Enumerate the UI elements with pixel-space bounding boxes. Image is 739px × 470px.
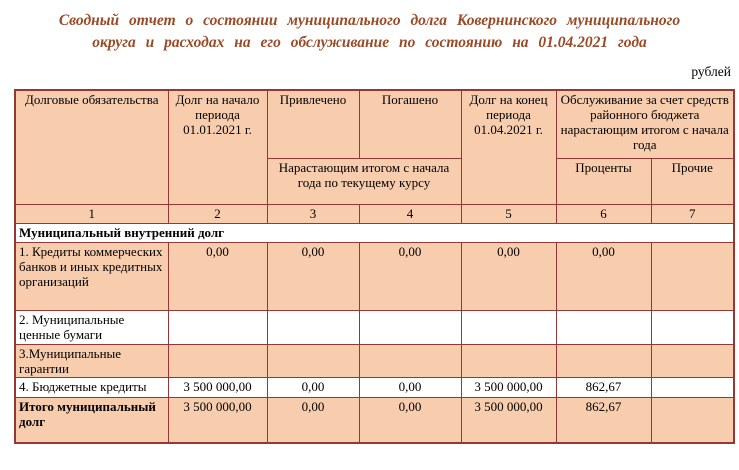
currency-note: рублей: [691, 64, 731, 79]
table-row-credits: 1. Кредиты коммерческих банков и иных кр…: [14, 241, 735, 311]
value-cell: 0,00: [266, 396, 360, 444]
value-cell: [460, 309, 557, 345]
value-cell: 0,00: [358, 376, 462, 398]
header-debt-obligations: Долговые обязательства: [14, 89, 169, 205]
header-debt-end: Долг на конец периода 01.04.2021 г.: [460, 89, 557, 205]
column-numbers-row: 1 2 3 4 5 6 7: [14, 203, 735, 224]
value-cell: [650, 396, 735, 444]
header-row-top: Долговые обязательства Долг на начало пе…: [14, 89, 735, 205]
section-title: Муниципальный внутренний долг: [14, 222, 735, 243]
value-cell: [358, 343, 462, 378]
value-cell: 0,00: [358, 241, 462, 311]
column-number: 2: [167, 203, 268, 224]
column-number: 6: [555, 203, 652, 224]
value-cell: [650, 343, 735, 378]
column-number: 1: [14, 203, 169, 224]
value-cell: [266, 343, 360, 378]
page-title-line-1: Сводный отчет о состоянии муниципального…: [58, 12, 681, 29]
value-cell: [650, 309, 735, 345]
header-repaid: Погашено: [358, 89, 462, 159]
value-cell: 0,00: [266, 241, 360, 311]
header-row-sub: Нарастающим итогом с начала года по теку…: [15, 157, 735, 205]
header-interest: Проценты: [555, 157, 652, 205]
section-row: Муниципальный внутренний долг: [14, 222, 735, 243]
value-cell: 3 500 000,00: [167, 396, 268, 444]
column-number: 7: [650, 203, 735, 224]
table-row-securities: 2. Муниципальные ценные бумаги: [14, 309, 735, 345]
value-cell: 0,00: [266, 376, 360, 398]
row-label: 2. Муниципальные ценные бумаги: [14, 309, 169, 345]
page-title: Сводный отчет о состоянии муниципального…: [18, 10, 721, 54]
page-title-line-2: округа и расходах на его обслуживание по…: [92, 34, 647, 51]
value-cell: [650, 376, 735, 398]
value-cell: 0,00: [358, 396, 462, 444]
value-cell: 0,00: [167, 241, 268, 311]
header-debt-begin: Долг на начало периода 01.01.2021 г.: [167, 89, 268, 205]
header-other: Прочие: [650, 157, 735, 205]
value-cell: [555, 343, 652, 378]
value-cell: [460, 343, 557, 378]
value-cell: 862,67: [555, 396, 652, 444]
value-cell: [358, 309, 462, 345]
value-cell: [555, 309, 652, 345]
value-cell: [266, 309, 360, 345]
value-cell: [167, 343, 268, 378]
row-label: 3.Муниципальные гарантии: [14, 343, 169, 378]
row-label: 4. Бюджетные кредиты: [14, 376, 169, 398]
column-number: 3: [266, 203, 360, 224]
value-cell: 3 500 000,00: [460, 376, 557, 398]
value-cell: 3 500 000,00: [460, 396, 557, 444]
value-cell: 862,67: [555, 376, 652, 398]
value-cell: 3 500 000,00: [167, 376, 268, 398]
row-label: 1. Кредиты коммерческих банков и иных кр…: [14, 241, 169, 311]
row-label: Итого муниципальный долг: [14, 396, 169, 444]
column-number: 4: [358, 203, 462, 224]
header-service: Обслуживание за счет средств районного б…: [555, 89, 735, 159]
table-row-total: Итого муниципальный долг 3 500 000,00 0,…: [14, 396, 735, 444]
value-cell: [650, 241, 735, 311]
header-cumulative-note: Нарастающим итогом с начала года по теку…: [266, 157, 462, 205]
table-row-guarantees: 3.Муниципальные гарантии: [14, 343, 735, 378]
value-cell: 0,00: [555, 241, 652, 311]
column-number: 5: [460, 203, 557, 224]
header-raised: Привлечено: [266, 89, 360, 159]
value-cell: [167, 309, 268, 345]
value-cell: 0,00: [460, 241, 557, 311]
table-row-budget-credits: 4. Бюджетные кредиты 3 500 000,00 0,00 0…: [14, 376, 735, 398]
debt-report-table: Долговые обязательства Долг на начало пе…: [14, 89, 735, 444]
